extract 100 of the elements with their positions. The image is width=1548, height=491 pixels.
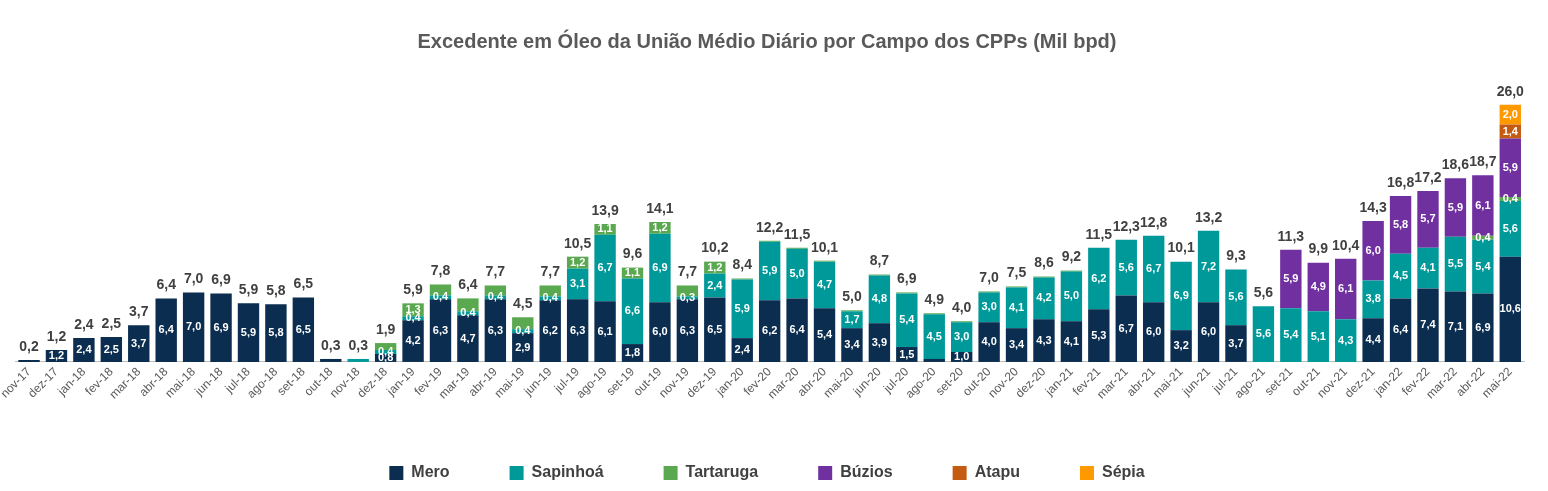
bar [649,233,671,303]
data-label: 2,5 [103,342,119,355]
data-label: 5,1 [1310,329,1326,342]
bar [1417,288,1439,362]
total-label: 7,8 [430,262,451,279]
data-label: 5,3 [1091,328,1107,341]
data-label: 4,7 [816,278,833,290]
data-label: 4,0 [981,335,997,348]
data-label: 2,0 [1502,107,1518,120]
data-label: 6,2 [762,324,778,337]
data-label: 7,0 [185,320,202,333]
total-label: 26,0 [1496,82,1525,99]
data-label: 7,4 [1420,318,1437,331]
total-label: 7,7 [540,263,561,280]
data-label: 4,2 [1036,291,1052,304]
total-label: 6,9 [897,270,917,287]
bar [1389,298,1412,362]
data-label: 6,7 [1146,262,1162,275]
data-label: 1,2 [570,255,586,268]
data-label: 7,1 [1447,319,1464,332]
data-label: 1,1 [597,222,613,235]
data-label: 5,5 [1447,257,1464,270]
total-label: 5,9 [238,281,259,298]
data-label: 3,0 [981,300,997,313]
total-label: 0,2 [19,337,39,354]
bar [1197,230,1220,303]
data-label: 6,0 [1365,243,1381,256]
bar [566,299,589,362]
total-label: 7,0 [183,270,204,287]
data-label: 6,3 [679,323,696,336]
total-label: 5,0 [842,288,862,305]
total-label: 9,3 [1226,247,1246,264]
data-label: 0,4 [432,290,450,303]
total-label: 2,5 [101,314,122,331]
bar [1033,319,1055,362]
bar [1472,293,1494,362]
total-label: 12,8 [1140,213,1168,230]
data-label: 4,7 [460,331,476,344]
data-label: 3,0 [954,330,970,343]
total-label: 7,5 [1006,264,1027,281]
legend-label: Mero [411,463,450,481]
bar [1115,239,1137,296]
total-label: 7,7 [485,263,506,280]
data-label: 4,1 [1008,300,1025,313]
total-label: 7,7 [677,263,698,280]
total-label: 0,3 [321,336,341,353]
data-label: 3,7 [1228,336,1244,349]
data-label: 6,4 [158,323,175,336]
bar [1335,258,1357,320]
data-label: 5,4 [899,313,916,326]
bar [1115,295,1137,362]
data-label: 5,0 [1063,289,1080,302]
bar [1142,235,1165,303]
bar [347,358,369,362]
data-label: 1,4 [1502,124,1519,137]
data-label: 5,8 [268,326,284,339]
bar [594,234,616,302]
data-label: 6,4 [1392,323,1410,336]
data-label: 4,3 [1036,333,1052,346]
total-label: 8,7 [869,252,890,269]
total-label: 14,1 [646,199,674,216]
data-label: 5,4 [1283,328,1300,341]
bar [923,358,945,362]
data-label: 0,4 [460,306,477,319]
total-label: 10,1 [810,238,839,255]
bar [1225,269,1247,326]
bar [786,298,808,362]
total-label: 9,9 [1308,240,1329,257]
data-label: 1,7 [844,312,860,325]
bar [1170,261,1192,331]
data-label: 6,0 [1146,325,1162,338]
bar [1362,318,1384,362]
bar [978,322,1000,362]
data-label: 6,3 [487,323,503,336]
legend-label: Sapinhoá [531,463,604,481]
data-label: 4,1 [1063,334,1080,347]
bar [1225,325,1247,362]
data-label: 6,9 [1173,288,1189,301]
total-label: 4,9 [924,291,945,308]
data-label: 0,4 [487,290,504,303]
total-label: 8,4 [732,256,753,273]
data-label: 10,6 [1499,302,1521,315]
data-label: 4,5 [1392,269,1409,282]
bar [210,293,232,362]
data-label: 5,6 [1228,290,1244,303]
data-label: 6,3 [432,323,449,336]
bar [649,302,671,362]
data-label: 1,2 [48,349,65,362]
data-label: 5,6 [1502,221,1518,234]
data-label: 6,0 [1200,325,1217,338]
total-label: 10,2 [701,239,729,256]
total-label: 2,4 [74,315,94,332]
data-label: 5,4 [816,328,834,341]
bar [155,298,177,362]
bar [320,358,342,362]
data-label: 6,5 [707,322,723,335]
data-label: 3,7 [131,336,147,349]
data-label: 6,3 [570,323,586,336]
total-label: 6,9 [211,271,231,288]
total-label: 10,1 [1167,239,1195,256]
